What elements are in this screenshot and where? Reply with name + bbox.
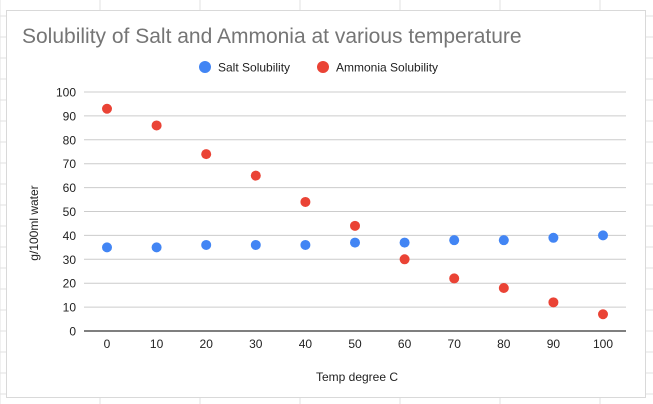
salt-data-point [350, 237, 360, 248]
x-tick-label: 10 [150, 337, 164, 351]
ammonia-data-point [300, 196, 311, 207]
x-tick-label: 30 [249, 337, 263, 351]
x-axis-label: Temp degree C [316, 370, 398, 384]
x-tick-label: 60 [398, 337, 412, 351]
salt-data-point [102, 242, 112, 253]
x-tick-label: 80 [497, 337, 511, 351]
chart-container[interactable] [6, 10, 646, 398]
salt-data-point [151, 242, 162, 253]
y-tick-label: 100 [56, 86, 76, 100]
y-axis-label: g/100ml water [27, 185, 41, 260]
y-tick-label: 90 [63, 109, 77, 123]
salt-data-point [498, 235, 509, 246]
ammonia-data-point [399, 254, 410, 265]
ammonia-data-point [201, 149, 212, 160]
legend-label-ammonia: Ammonia Solubility [336, 61, 438, 75]
ammonia-data-point [548, 297, 559, 308]
y-tick-label: 60 [63, 181, 77, 195]
salt-data-point [449, 235, 460, 246]
ammonia-data-point [598, 309, 608, 320]
x-tick-label: 40 [299, 337, 313, 351]
data-points [102, 103, 608, 320]
salt-data-point [399, 237, 410, 248]
ammonia-data-point [102, 103, 112, 114]
y-tick-label: 30 [63, 253, 77, 267]
y-tick-label: 80 [63, 133, 77, 147]
chart-legend: Salt Solubility Ammonia Solubility [199, 61, 438, 75]
x-tick-label: 0 [104, 337, 111, 351]
y-tick-label: 40 [63, 229, 77, 243]
x-tick-label: 100 [593, 337, 613, 351]
ammonia-data-point [498, 282, 509, 293]
salt-data-point [250, 239, 261, 250]
ammonia-data-point [449, 273, 460, 284]
ammonia-data-point [151, 120, 162, 131]
y-axis-tick-labels: 0 10 20 30 40 50 60 70 80 90 100 [56, 86, 76, 339]
x-tick-label: 90 [547, 337, 561, 351]
x-tick-label: 50 [348, 337, 362, 351]
y-tick-label: 70 [63, 157, 77, 171]
x-axis-tick-labels: 0 10 20 30 40 50 60 70 80 90 100 [104, 337, 614, 351]
salt-data-point [300, 239, 311, 250]
salt-data-point [548, 232, 559, 243]
legend-marker-ammonia [317, 61, 329, 73]
gridlines [84, 91, 626, 332]
legend-marker-salt [199, 61, 211, 73]
salt-data-point [201, 239, 212, 250]
y-tick-label: 0 [69, 325, 76, 339]
y-tick-label: 20 [63, 277, 77, 291]
legend-label-salt: Salt Solubility [218, 61, 290, 75]
x-tick-label: 20 [200, 337, 214, 351]
x-tick-label: 70 [448, 337, 462, 351]
ammonia-data-point [350, 220, 360, 231]
chart-title: Solubility of Salt and Ammonia at variou… [22, 25, 522, 48]
y-tick-label: 10 [63, 301, 77, 315]
y-tick-label: 50 [63, 205, 77, 219]
ammonia-data-point [250, 170, 261, 181]
salt-data-point [598, 230, 608, 241]
